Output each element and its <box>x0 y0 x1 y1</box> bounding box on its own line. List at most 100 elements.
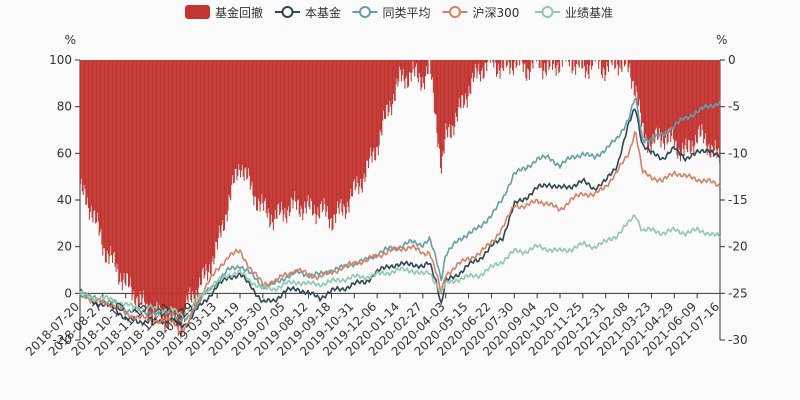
drawdown-bar <box>552 60 554 70</box>
drawdown-bar <box>275 60 277 219</box>
drawdown-bar <box>127 60 129 274</box>
drawdown-bar <box>269 60 271 228</box>
legend-item[interactable]: 本基金 <box>275 5 341 20</box>
left-tick-label: 20 <box>57 240 72 254</box>
drawdown-bar <box>253 60 255 206</box>
legend-item[interactable]: 业绩基准 <box>535 6 613 20</box>
drawdown-bar <box>410 60 412 82</box>
drawdown-bar <box>312 60 314 215</box>
drawdown-bar <box>303 60 305 214</box>
drawdown-bar <box>391 60 393 116</box>
drawdown-bar <box>586 60 588 65</box>
drawdown-bar <box>424 60 426 77</box>
drawdown-bar <box>463 60 465 108</box>
drawdown-bar <box>80 60 82 184</box>
drawdown-bar <box>480 60 482 71</box>
drawdown-bar <box>602 60 604 68</box>
drawdown-bar <box>467 60 469 97</box>
drawdown-bar <box>160 60 162 323</box>
drawdown-bar <box>627 60 629 73</box>
drawdown-bar <box>650 60 652 155</box>
drawdown-bar <box>112 60 114 254</box>
drawdown-bar <box>135 60 137 310</box>
drawdown-bar <box>444 60 446 140</box>
drawdown-bar <box>696 60 698 143</box>
drawdown-bar <box>498 60 500 71</box>
drawdown-bar <box>591 60 593 70</box>
legend-item[interactable]: 同类平均 <box>352 6 431 20</box>
drawdown-bar <box>368 60 370 159</box>
drawdown-bar <box>120 60 122 274</box>
drawdown-bar <box>409 60 411 73</box>
drawdown-bar <box>328 60 330 229</box>
drawdown-bar <box>150 60 152 316</box>
left-tick-label: 0 <box>64 286 72 300</box>
drawdown-bar <box>98 60 100 236</box>
drawdown-bar <box>456 60 458 117</box>
drawdown-bar <box>312 60 314 216</box>
drawdown-bar <box>226 60 228 222</box>
drawdown-bar <box>132 60 134 296</box>
drawdown-bar <box>474 60 476 64</box>
drawdown-bar <box>210 60 212 277</box>
drawdown-bar <box>304 60 306 202</box>
legend-label: 业绩基准 <box>565 6 613 20</box>
drawdown-bar <box>481 60 483 68</box>
drawdown-bar <box>688 60 690 141</box>
drawdown-bar <box>500 60 502 68</box>
drawdown-bar <box>236 60 238 181</box>
drawdown-bar <box>451 60 453 126</box>
drawdown-bar <box>482 60 484 80</box>
drawdown-bar <box>628 60 630 68</box>
drawdown-bar <box>326 60 328 212</box>
drawdown-bar <box>686 60 688 150</box>
drawdown-bar <box>130 60 132 288</box>
drawdown-bar <box>348 60 350 213</box>
drawdown-bar <box>146 60 148 304</box>
legend-item[interactable]: 基金回撤 <box>185 5 263 20</box>
drawdown-bar <box>180 60 182 339</box>
drawdown-bar <box>188 60 190 292</box>
drawdown-bar <box>92 60 94 223</box>
drawdown-bar <box>435 60 437 115</box>
drawdown-bar <box>198 60 200 288</box>
drawdown-bar <box>149 60 151 313</box>
drawdown-bar <box>175 60 177 320</box>
drawdown-bar <box>144 60 146 312</box>
drawdown-bar <box>353 60 355 180</box>
drawdown-bar <box>376 60 378 148</box>
drawdown-bar <box>541 60 543 68</box>
drawdown-bar <box>264 60 266 202</box>
drawdown-bar <box>697 60 699 130</box>
right-tick-label: -5 <box>728 100 740 114</box>
drawdown-bar <box>427 60 429 75</box>
drawdown-bar <box>212 60 214 257</box>
drawdown-bar <box>339 60 341 204</box>
drawdown-bar <box>88 60 90 220</box>
drawdown-bar <box>230 60 232 201</box>
drawdown-bar <box>144 60 146 303</box>
drawdown-bar <box>465 60 467 100</box>
drawdown-bar <box>446 60 448 130</box>
drawdown-bar <box>454 60 456 127</box>
drawdown-bar <box>85 60 87 206</box>
drawdown-bar <box>152 60 154 320</box>
drawdown-bar <box>400 60 402 70</box>
drawdown-bar <box>529 60 531 73</box>
drawdown-bar <box>709 60 711 157</box>
drawdown-bar <box>549 60 551 67</box>
right-tick-label: -10 <box>728 146 748 160</box>
legend-item[interactable]: 沪深300 <box>442 6 520 20</box>
drawdown-bar <box>90 60 92 207</box>
drawdown-bar <box>105 60 107 263</box>
drawdown-bar <box>478 60 480 64</box>
drawdown-bar <box>513 60 515 62</box>
drawdown-bar <box>295 60 297 202</box>
drawdown-bar <box>229 60 231 198</box>
drawdown-bar <box>584 60 586 79</box>
drawdown-bar <box>304 60 306 208</box>
drawdown-bar <box>673 60 675 150</box>
drawdown-bar <box>306 60 308 202</box>
drawdown-bar <box>532 60 534 69</box>
drawdown-bar <box>296 60 298 210</box>
